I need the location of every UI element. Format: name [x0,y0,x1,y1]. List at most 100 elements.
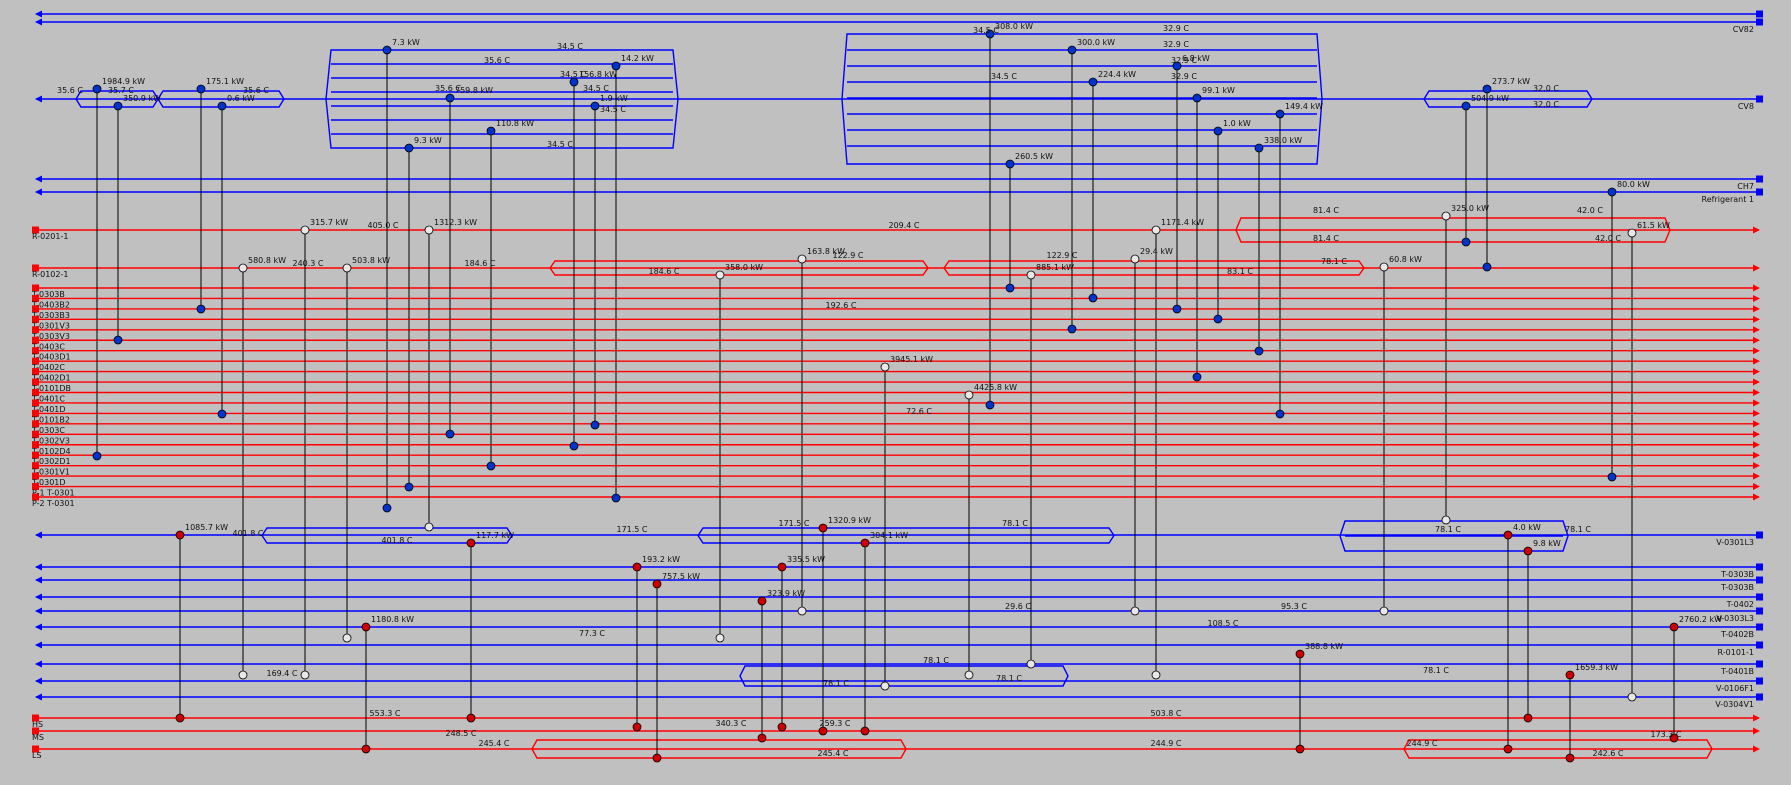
stream-end-marker-c1 [1756,531,1763,539]
exchanger-node-14-bottom [1088,293,1098,303]
exchanger-node-31-bottom [715,633,725,643]
temperature-label-t18: 32.0 C [1533,100,1559,109]
temperature-label-t15: 32.9 C [1171,72,1197,81]
stream-end-marker-s3 [1756,175,1763,183]
exchanger-node-23-bottom [1607,472,1617,482]
exchanger-node-47-top [757,596,767,606]
exchanger-node-33-bottom [1026,659,1036,669]
duty-label-d4: 0.6 kW [227,94,255,103]
exchanger-node-34-bottom [1130,606,1140,616]
exchanger-node-2-bottom [113,335,123,345]
stream-end-marker-h3 [32,305,39,313]
temperature-label-t51: 503.8 C [1150,709,1181,718]
stream-arrow-h14 [1753,420,1760,428]
stream-arrow-s2 [35,95,42,103]
stream-arrow-u1 [1753,714,1760,722]
temperature-label-t17: 32.0 C [1533,84,1559,93]
temperature-label-t34: 401.8 C [232,529,263,538]
stream-arrow-h20 [1753,483,1760,491]
temperature-label-t11: 32.9 C [1163,24,1189,33]
stream-arrow-h19 [1753,472,1760,480]
exchanger-node-13-bottom [1067,324,1077,334]
stream-end-marker-s2 [1756,95,1763,103]
stream-end-marker-h16 [32,441,39,449]
duty-label-d43: 9.8 kW [1533,539,1561,548]
duty-label-d5: 7.3 kW [392,38,420,47]
stream-label-h3: T-0303B3 [31,311,70,320]
stream-end-marker-h5 [32,326,39,334]
exchanger-node-7-top [486,126,496,136]
duty-label-d35: 60.8 kW [1389,255,1422,264]
exchanger-node-3-bottom [196,304,206,314]
split-cv8-c [325,49,679,149]
temperature-label-t40: 78.1 C [1565,525,1591,534]
temperature-label-t36: 171.5 C [616,525,647,534]
stream-arrow-s1 [35,18,42,26]
exchanger-node-26-top [1151,225,1161,235]
stream-arrow-h3 [1753,305,1760,313]
exchanger-node-21-top [1461,101,1471,111]
stream-label-h5: T-0303V3 [31,332,70,341]
stream-end-marker-h6 [32,336,39,344]
stream-label-h9: T-0402D1 [31,374,71,383]
duty-label-d19: 149.4 kW [1285,102,1323,111]
stream-label-c7: R-0101-1 [1718,648,1754,657]
exchanger-node-29-bottom [238,670,248,680]
duty-label-d27: 325.0 kW [1451,204,1489,213]
stream-label-h4: T-0301V3 [31,321,70,330]
exchanger-node-35-top [1379,262,1389,272]
stream-end-marker-r2 [32,264,39,272]
stream-label-s1: CV82 [1733,25,1754,34]
duty-label-d49: 2760.2 kW [1679,615,1722,624]
stream-label-h21: P-2 T-0301 [32,499,75,508]
exchanger-node-11-top [611,61,621,71]
exchanger-node-50-bottom [1295,744,1305,754]
exchanger-node-38-bottom [175,713,185,723]
exchanger-node-28-top [1627,228,1637,238]
duty-label-d44: 193.2 kW [642,555,680,564]
exchanger-node-35-bottom [1379,606,1389,616]
temperature-label-t27: 184.6 C [648,267,679,276]
duty-label-d7: 110.8 kW [496,119,534,128]
stream-label-h7: T-0403D1 [31,353,71,362]
temperature-label-t5: 35.6 C [484,56,510,65]
duty-label-d37: 4425.8 kW [974,383,1017,392]
exchanger-node-30-bottom [342,633,352,643]
stream-label-h11: T-0401C [31,395,65,404]
exchanger-node-31-top [715,270,725,280]
exchanger-node-38-top [175,530,185,540]
temperature-label-t2: 35.7 C [108,86,134,95]
stream-label-c2: T-0303B [1720,570,1754,579]
exchanger-node-32-bottom [797,606,807,616]
stream-arrow-c1 [35,531,42,539]
exchanger-node-19-bottom [1275,409,1285,419]
exchanger-node-40-bottom [818,726,828,736]
temperature-label-t3: 35.6 C [243,86,269,95]
temperature-label-t60: 242.6 C [1592,749,1623,758]
temperature-label-t25: 240.3 C [292,259,323,268]
stream-end-marker-c5 [1756,607,1763,615]
stream-label-c3: T-0303B [1720,583,1754,592]
split-v0106 [739,665,1069,687]
stream-arrow-h6 [1753,336,1760,344]
stream-label-r1: R-0201-1 [32,232,68,241]
temperature-label-t35: 401.8 C [381,536,412,545]
stream-end-marker-h8 [32,357,39,365]
exchanger-node-39-top [466,538,476,548]
exchanger-node-37-bottom [964,670,974,680]
stream-end-marker-c2 [1756,563,1763,571]
temperature-label-t22: 81.4 C [1313,234,1339,243]
stream-arrow-c9 [35,677,42,685]
duty-label-d17: 1.0 kW [1223,119,1251,128]
temperature-label-t16: 34.5 C [991,72,1017,81]
exchanger-node-49-bottom [1669,733,1679,743]
exchanger-node-16-top [1192,93,1202,103]
stream-end-marker-h14 [32,420,39,428]
stream-arrow-u2 [1753,727,1760,735]
stream-label-h13: T-0101B2 [31,415,70,424]
exchanger-node-1-top [92,84,102,94]
duty-label-d26: 1171.4 kW [1161,218,1204,227]
stream-end-marker-c7 [1756,641,1763,649]
stream-arrow-h4 [1753,315,1760,323]
exchanger-node-15-bottom [1172,304,1182,314]
